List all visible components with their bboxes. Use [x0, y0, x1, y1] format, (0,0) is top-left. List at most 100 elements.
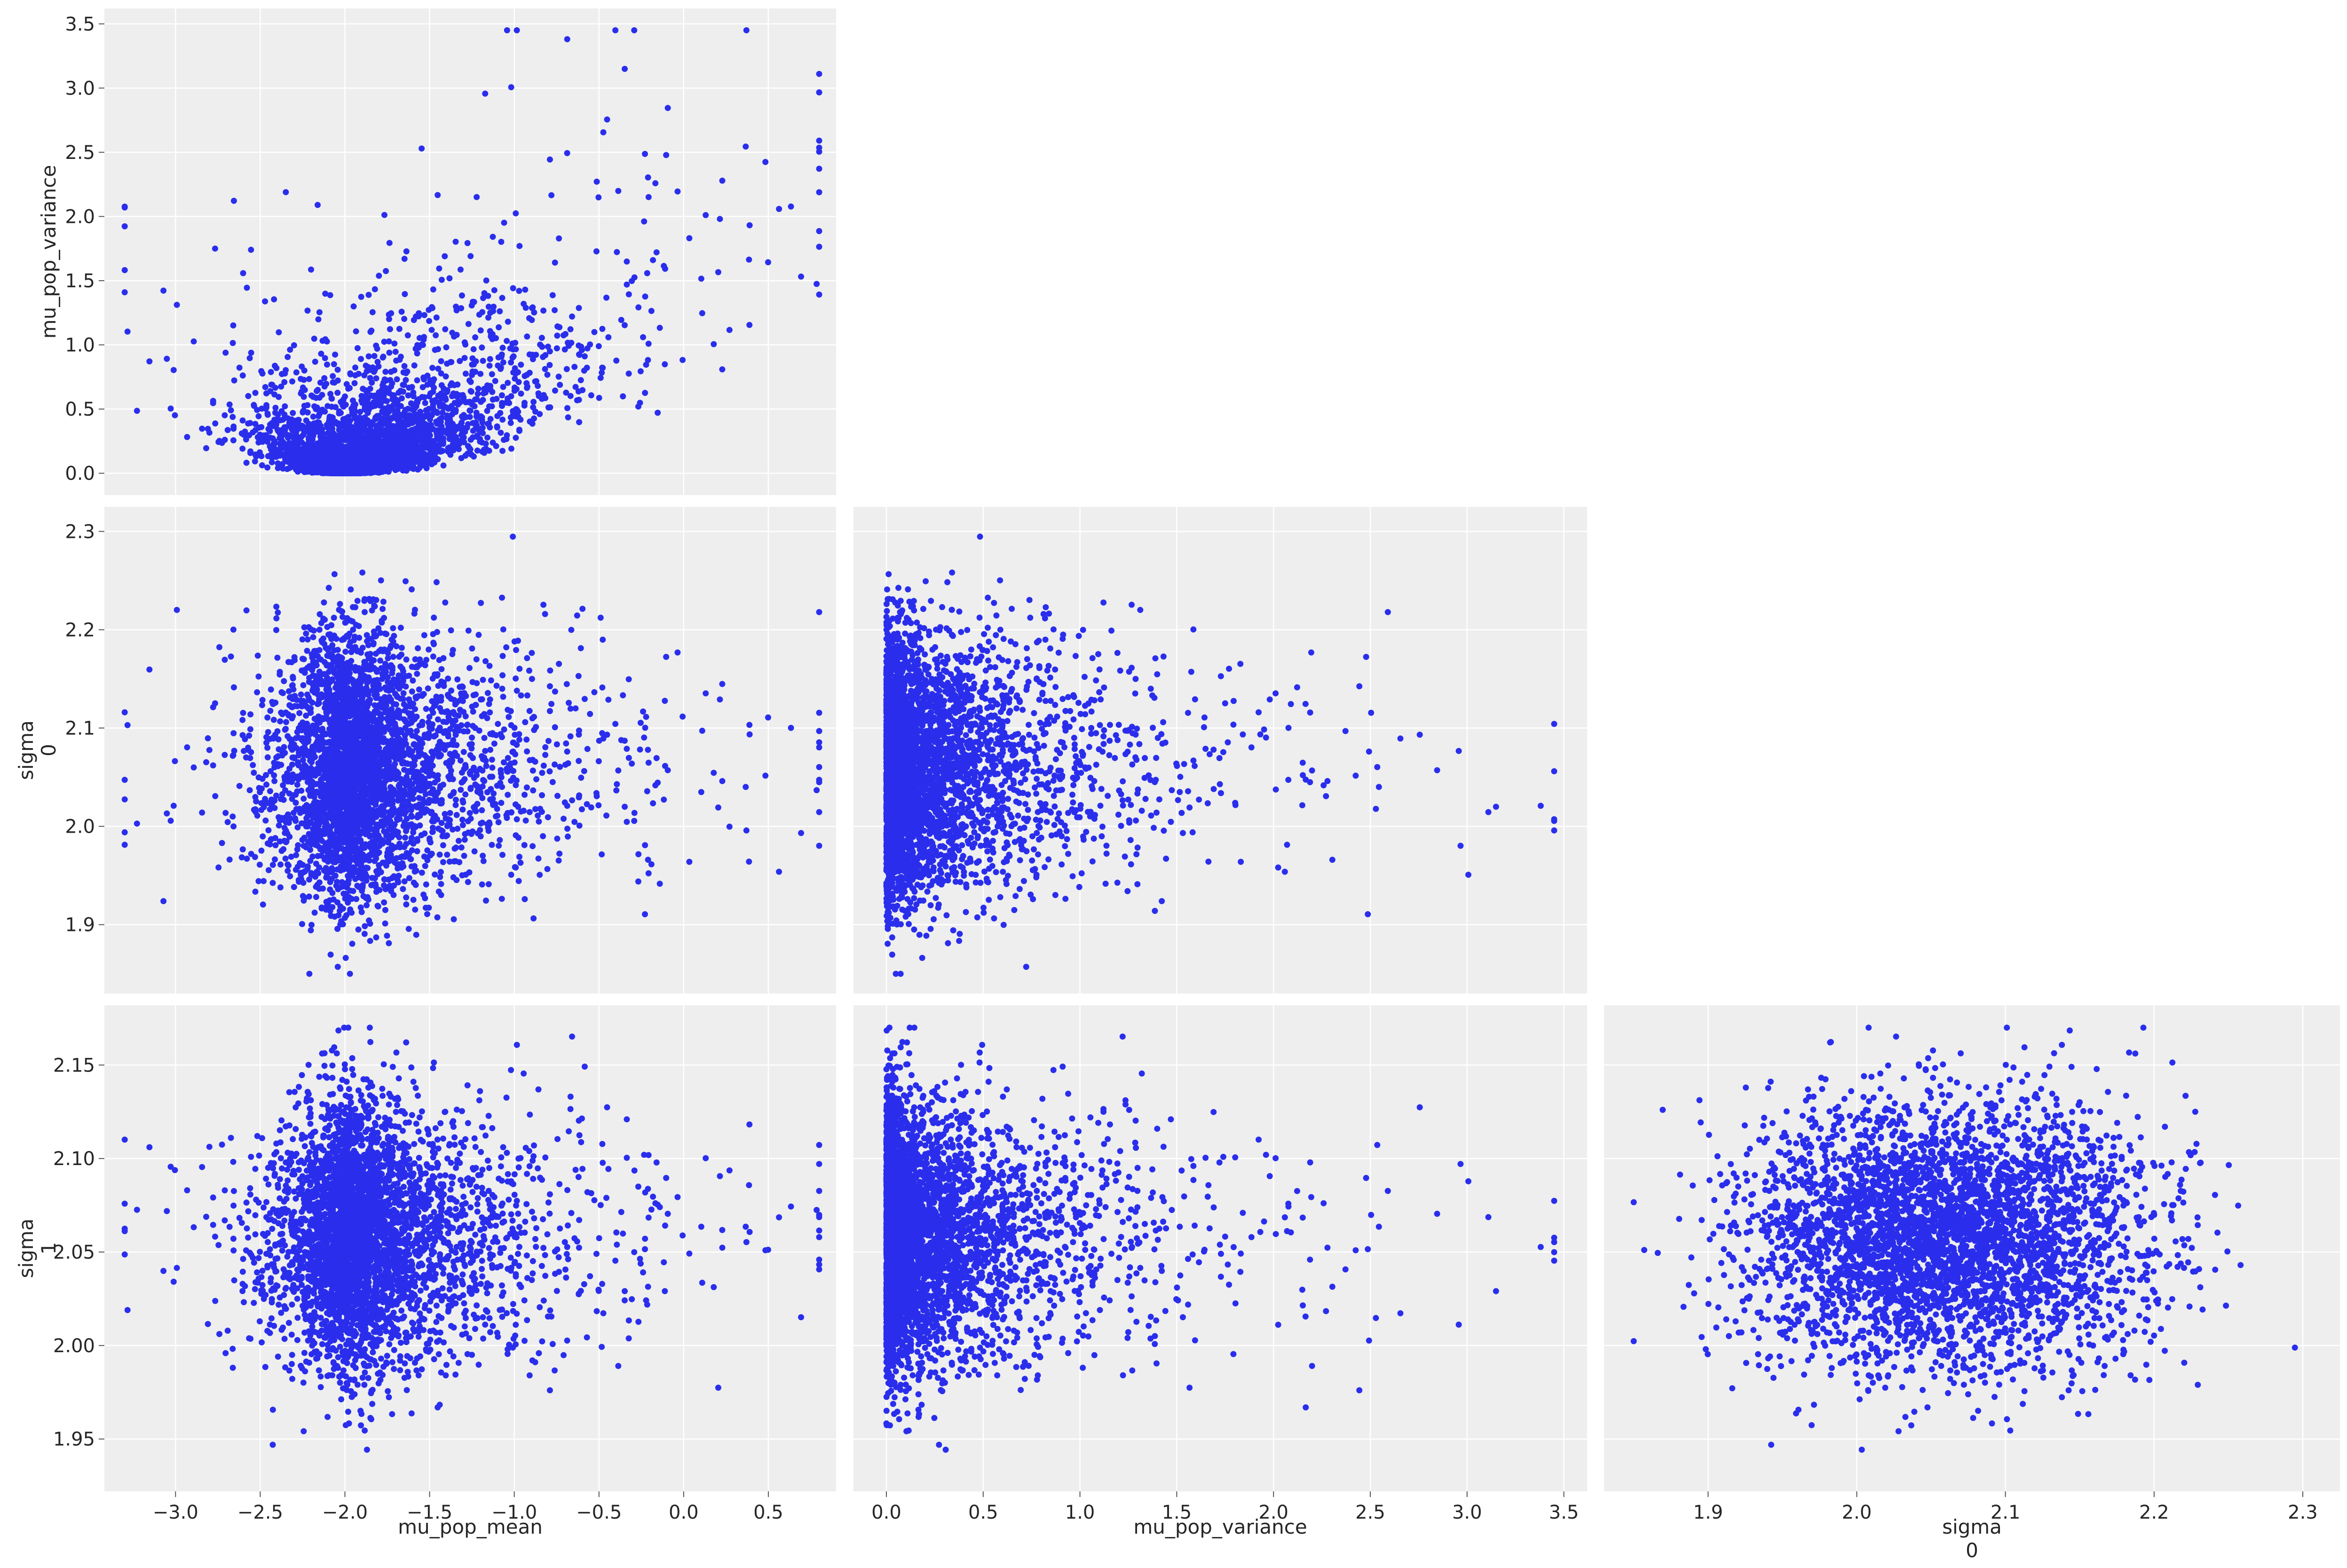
- scatter-point: [484, 434, 490, 441]
- scatter-point: [288, 460, 294, 466]
- scatter-point: [438, 424, 444, 430]
- scatter-point: [425, 373, 431, 379]
- scatter-point: [600, 365, 606, 371]
- scatter-point: [439, 277, 445, 283]
- scatter-point: [247, 450, 253, 456]
- scatter-point: [614, 781, 620, 787]
- scatter-point: [354, 420, 360, 426]
- scatter-point: [299, 388, 305, 394]
- scatter-point: [578, 344, 584, 350]
- scatter-point: [427, 417, 433, 423]
- scatter-point: [316, 309, 323, 315]
- scatter-point: [387, 460, 394, 466]
- scatter-point: [371, 399, 377, 405]
- scatter-point: [443, 395, 449, 401]
- scatter-point: [508, 84, 514, 90]
- scatter-point: [250, 429, 256, 435]
- scatter-point: [530, 915, 537, 922]
- scatter-point: [199, 810, 205, 816]
- scatter-point: [278, 384, 284, 390]
- scatter-point: [533, 352, 539, 358]
- scatter-point: [243, 436, 249, 442]
- scatter-point: [505, 319, 511, 325]
- scatter-point: [480, 397, 486, 403]
- scatter-point: [399, 395, 405, 402]
- scatter-point: [641, 219, 647, 225]
- scatter-point: [370, 309, 376, 315]
- scatter-point: [642, 725, 648, 731]
- scatter-point: [122, 289, 128, 295]
- scatter-point: [448, 359, 454, 365]
- scatter-point: [494, 424, 500, 430]
- scatter-point: [516, 288, 522, 294]
- scatter-point: [439, 382, 445, 388]
- scatter-point: [438, 370, 444, 377]
- scatter-point: [396, 326, 403, 332]
- scatter-point: [552, 387, 558, 394]
- scatter-point: [345, 436, 351, 442]
- scatter-point: [222, 350, 229, 356]
- scatter-point: [134, 820, 140, 827]
- y-tick-label: 0.0: [65, 463, 95, 485]
- scatter-point: [328, 434, 334, 441]
- scatter-point: [816, 292, 822, 298]
- scatter-point: [239, 717, 245, 723]
- scatter-point: [122, 204, 128, 210]
- scatter-point: [497, 308, 503, 315]
- scatter-point: [371, 353, 378, 359]
- scatter-point: [327, 886, 333, 892]
- scatter-point: [483, 277, 490, 284]
- scatter-point: [556, 324, 562, 331]
- scatter-point: [471, 346, 477, 352]
- scatter-point: [816, 89, 822, 95]
- scatter-point: [285, 449, 292, 456]
- scatter-point: [303, 425, 309, 432]
- scatter-point: [564, 36, 570, 42]
- scatter-point: [413, 433, 419, 439]
- scatter-point: [715, 269, 721, 275]
- scatter-point: [490, 234, 496, 240]
- scatter-point: [328, 450, 334, 457]
- scatter-point: [393, 349, 399, 355]
- scatter-point: [359, 400, 365, 406]
- scatter-point: [395, 412, 401, 418]
- scatter-point: [522, 719, 528, 725]
- scatter-point: [506, 400, 512, 406]
- scatter-point: [425, 438, 431, 444]
- scatter-point: [210, 400, 216, 406]
- scatter-point: [499, 448, 506, 454]
- y-tick-label: 2.5: [65, 142, 95, 164]
- scatter-point: [253, 390, 259, 396]
- scatter-point: [413, 455, 419, 461]
- scatter-point: [474, 448, 481, 454]
- scatter-point: [442, 599, 448, 606]
- scatter-point: [524, 372, 530, 378]
- scatter-point: [268, 452, 274, 458]
- scatter-point: [816, 71, 822, 77]
- scatter-point: [409, 406, 415, 412]
- scatter-point: [353, 449, 359, 455]
- scatter-point: [500, 359, 506, 365]
- scatter-point: [582, 353, 588, 359]
- scatter-point: [316, 316, 322, 323]
- scatter-point: [381, 212, 387, 218]
- scatter-point: [405, 447, 411, 453]
- scatter-point: [447, 429, 453, 435]
- scatter-point: [401, 690, 407, 696]
- scatter-point: [407, 441, 413, 448]
- scatter-point: [624, 746, 630, 752]
- scatter-point: [245, 393, 251, 399]
- scatter-point: [473, 419, 479, 425]
- scatter-point: [467, 408, 474, 414]
- scatter-point: [291, 342, 297, 348]
- scatter-point: [626, 292, 632, 298]
- y-tick-label: 1.0: [65, 334, 95, 356]
- scatter-point: [347, 971, 353, 977]
- scatter-point: [304, 402, 310, 408]
- scatter-point: [468, 816, 474, 822]
- scatter-point: [356, 443, 362, 449]
- scatter-point: [433, 332, 439, 339]
- scatter-point: [285, 435, 291, 441]
- scatter-point: [356, 415, 363, 421]
- scatter-point: [458, 399, 464, 405]
